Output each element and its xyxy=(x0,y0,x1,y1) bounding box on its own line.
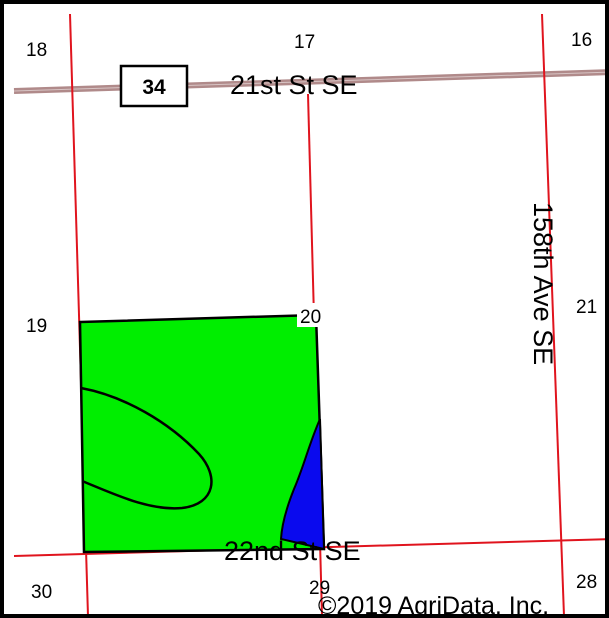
copyright-notice: ©2019 AgriData, Inc. xyxy=(318,592,549,618)
section-20: 20 xyxy=(300,307,321,328)
road-label-21st-st-se: 21st St SE xyxy=(230,70,358,100)
section-28: 28 xyxy=(576,572,597,593)
road-label-158th-ave-se: 158th Ave SE xyxy=(528,202,558,365)
section-19: 19 xyxy=(26,316,47,337)
soil-boundary[interactable] xyxy=(80,386,213,510)
section-16: 16 xyxy=(571,30,592,51)
route-shield: 34 xyxy=(119,64,189,108)
road-label-22nd-st-se: 22nd St SE xyxy=(224,536,361,566)
section-21: 21 xyxy=(576,297,597,318)
section-18: 18 xyxy=(26,40,47,61)
water-area[interactable] xyxy=(279,418,326,551)
section-29: 29 xyxy=(309,578,330,599)
section-line-east xyxy=(541,13,565,614)
section-30: 30 xyxy=(31,582,52,603)
map-canvas: 34 21st St SE 22nd St SE 158th Ave SE 18… xyxy=(13,13,605,618)
route-shield-box xyxy=(119,64,189,108)
section-20-label-bg xyxy=(297,303,331,327)
section-17: 17 xyxy=(294,32,315,53)
route-shield-number: 34 xyxy=(142,76,166,99)
road-21st-st-se-centerline xyxy=(13,71,605,92)
